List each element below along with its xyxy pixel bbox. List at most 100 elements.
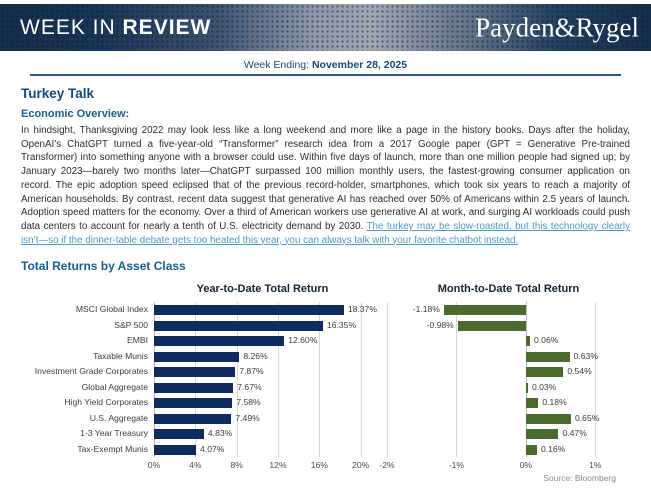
chatbot-link[interactable]: The turkey may be slow-roasted, but this… — [21, 220, 630, 246]
article-content: Turkey Talk Economic Overview: In hindsi… — [0, 86, 651, 483]
bar-value-label: 0.47% — [562, 428, 587, 439]
ytd-plot-area: 18.37% 16.35% 12.60% 8.26% 7.87% 7.67% 7.58% 7.… — [154, 302, 377, 458]
economic-overview-heading: Economic Overview: — [21, 108, 130, 120]
bar-row: -1.18% — [387, 302, 630, 318]
bar — [154, 413, 232, 424]
bar-row: 0.18% — [387, 395, 630, 411]
gridline — [387, 302, 388, 458]
charts-row: Year-to-Date Total Return MSCI Global In… — [21, 283, 630, 471]
masthead: WEEK IN REVIEW Payden&Rygel — [0, 4, 651, 51]
bar-row: 16.35% — [154, 318, 371, 334]
bar — [154, 336, 285, 347]
article-paragraph: In hindsight, Thanksgiving 2022 may look… — [21, 124, 630, 247]
bar-row: 0.16% — [387, 442, 630, 458]
bar-row: 8.26% — [154, 349, 371, 365]
gridline — [195, 302, 197, 458]
bar — [525, 351, 570, 362]
mtd-x-axis: -2% -1% 0% 1% — [379, 457, 630, 471]
gridline — [236, 302, 238, 458]
bar-row: 7.58% — [154, 395, 371, 411]
bar — [154, 320, 323, 331]
x-tick-label: -1% — [448, 460, 465, 471]
bar-value-label: -1.18% — [412, 304, 440, 315]
header-divider — [30, 74, 621, 76]
masthead-title-bold: REVIEW — [122, 15, 212, 39]
bar-value-label: 7.58% — [236, 397, 261, 408]
bar-value-label: 0.06% — [534, 335, 559, 346]
category-label: MSCI Global Index — [75, 304, 148, 315]
bar-value-label: 16.35% — [326, 319, 357, 330]
charts-section-heading: Total Returns by Asset Class — [21, 259, 186, 274]
bar-value-label: 0.65% — [574, 412, 600, 423]
gridline — [154, 302, 155, 458]
category-label: Tax-Exempt Munis — [77, 443, 148, 454]
masthead-title: WEEK IN REVIEW — [20, 16, 211, 40]
week-ending-date: November 28, 2025 — [311, 59, 408, 71]
bar-row: 18.37% — [154, 302, 377, 318]
payden-rygel-logo: Payden&Rygel — [475, 12, 639, 42]
bar-value-label: 7.87% — [239, 366, 264, 377]
bar-value-label: 0.16% — [540, 443, 566, 454]
bar — [154, 351, 240, 362]
ytd-category-labels: MSCI Global Index S&P 500 EMBI Taxable Muni… — [21, 302, 154, 457]
bar-value-label: 4.07% — [200, 443, 225, 454]
x-tick-label: 12% — [269, 460, 287, 471]
bar-row: -0.98% — [387, 318, 630, 334]
bar — [154, 382, 234, 393]
bar — [443, 305, 526, 316]
bar — [525, 367, 564, 378]
bar — [457, 320, 526, 331]
category-label: Investment Grade Corporates — [34, 366, 148, 377]
bar — [154, 429, 204, 440]
bar-row: 0.65% — [387, 411, 630, 427]
week-ending-label: Week Ending: — [243, 59, 312, 71]
bar — [525, 336, 530, 347]
gridline — [595, 302, 597, 458]
x-tick-label: 8% — [230, 460, 243, 471]
bar-value-label: 7.49% — [235, 412, 260, 423]
bar — [525, 444, 537, 455]
mtd-plot-area: -1.18% -0.98% 0.06% 0.63% 0.54% 0.03% 0.18% 0.6… — [387, 302, 630, 458]
gridline — [525, 302, 527, 458]
x-tick-label: 0% — [147, 460, 161, 471]
x-tick-label: 0% — [519, 460, 533, 471]
gridline — [319, 302, 321, 458]
category-label: Taxable Munis — [93, 350, 148, 361]
bar-value-label: 0.54% — [567, 366, 592, 377]
week-ending-line: Week Ending: November 28, 2025 — [0, 59, 651, 71]
bar-row: 0.63% — [387, 349, 630, 365]
bar-row: 0.47% — [387, 426, 630, 442]
ytd-total-return-chart: Year-to-Date Total Return MSCI Global In… — [21, 283, 377, 471]
x-tick-label: 4% — [189, 460, 202, 471]
bar-value-label: 8.26% — [243, 350, 268, 361]
bar-value-label: 7.67% — [237, 381, 262, 392]
mtd-total-return-chart: Month-to-Date Total Return -1.18% -0.98% 0… — [379, 283, 630, 471]
bar-row: 0.54% — [387, 364, 630, 380]
body-text: In hindsight, Thanksgiving 2022 may look… — [21, 125, 630, 232]
bar-row: 0.06% — [387, 333, 630, 349]
category-label: U.S. Aggregate — [89, 412, 148, 423]
ytd-x-axis: 0% 4% 8% 12% 16% 20% — [148, 457, 371, 471]
ytd-chart-title: Year-to-Date Total Return — [196, 283, 329, 296]
category-label: 1-3 Year Treasury — [80, 428, 148, 439]
ytd-chart-body: MSCI Global Index S&P 500 EMBI Taxable Muni… — [21, 302, 377, 458]
x-tick-label: 1% — [589, 460, 602, 471]
category-label: EMBI — [126, 335, 148, 346]
mtd-chart-title: Month-to-Date Total Return — [437, 283, 580, 296]
category-label: S&P 500 — [114, 319, 148, 330]
bar — [154, 367, 236, 378]
x-tick-label: 16% — [310, 460, 328, 471]
bar-row: 7.49% — [154, 411, 371, 427]
bar-row: 12.60% — [154, 333, 371, 349]
masthead-title-light: WEEK IN — [20, 15, 123, 39]
bar-value-label: 0.03% — [531, 381, 557, 392]
bar — [525, 398, 539, 409]
bar — [154, 398, 233, 409]
bar-row: 0.03% — [387, 380, 630, 396]
category-label: High Yield Corporates — [64, 397, 148, 408]
source-credit: Source: Bloomberg — [543, 473, 616, 484]
bar-row: 4.07% — [154, 442, 371, 458]
bar — [154, 444, 197, 455]
bar-row: 7.87% — [154, 364, 371, 380]
bar-value-label: 0.18% — [542, 397, 567, 408]
